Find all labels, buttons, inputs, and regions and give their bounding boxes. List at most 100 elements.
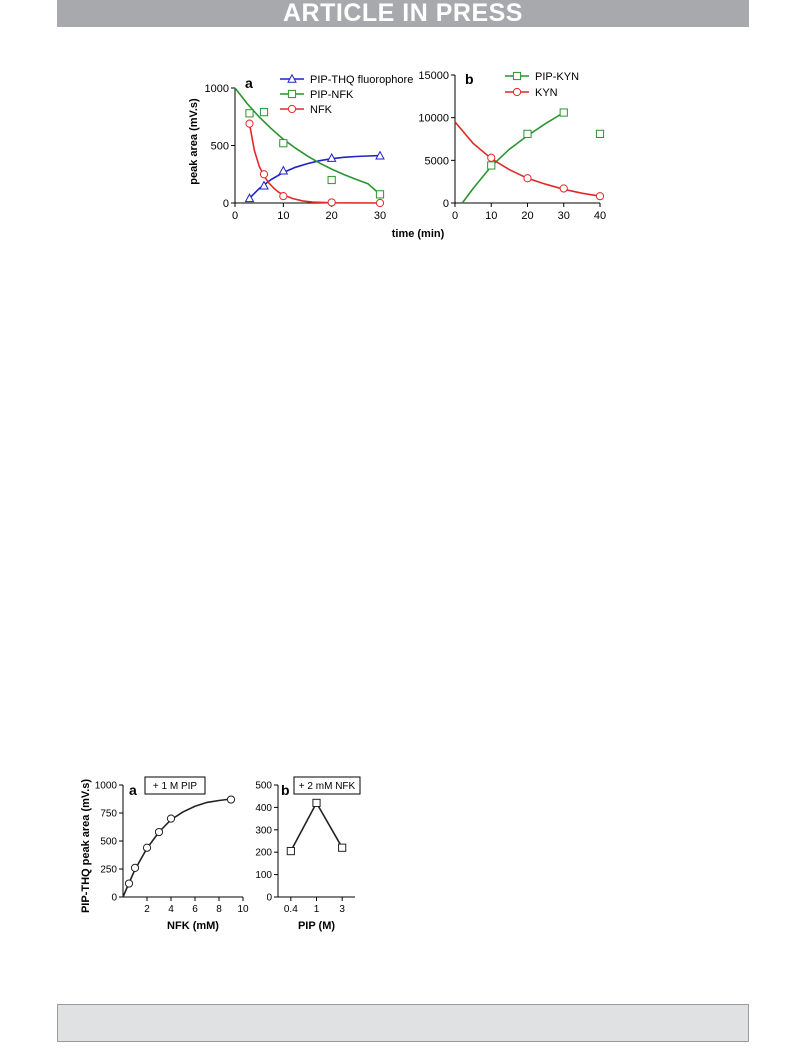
fig2b-line (290, 801, 343, 852)
figure-2-concentration: 0 250 500 750 1000 2 4 6 8 10 a + 1 M PIP NFK (mM) 0 1… (80, 776, 361, 932)
fig2a-y-tick-label: 500 (100, 837, 117, 848)
panel-b-x-tick-label: 30 (558, 210, 570, 222)
panel-a-y-tick-label: 500 (211, 141, 229, 153)
panel-a-series-1-point (279, 139, 288, 148)
fig2b-point (286, 846, 295, 856)
fig2a-point (154, 827, 164, 837)
fig1-x-axis-title: time (min) (392, 228, 445, 240)
fig2a-annotation: + 1 M PIP (153, 781, 198, 792)
panel-a-legend-label: PIP-THQ fluorophore (310, 74, 413, 86)
fig2a-point (142, 843, 152, 852)
panel-b-y-tick-label: 5000 (425, 155, 449, 167)
fig2b-annotation-box (293, 776, 361, 795)
article-in-press-banner: ARTICLE IN PRESS (57, 0, 749, 27)
fig2a-point (130, 863, 140, 872)
fig2b-point (338, 843, 347, 852)
panel-a-series-0-point (326, 152, 337, 162)
panel-a-label: a (245, 75, 253, 91)
panel-b-x-tick-label: 10 (485, 210, 497, 222)
panel-a-legend-marker (287, 104, 297, 114)
panel-a-series-1-point (375, 190, 385, 199)
fig2a-fit-line (122, 798, 232, 898)
panel-a-x-tick-label: 10 (277, 210, 289, 222)
fig2b-y-tick-label: 200 (255, 848, 272, 859)
fig2a-point (226, 795, 236, 804)
panel-b-legend-marker (512, 71, 522, 81)
panel-b-label: b (465, 71, 474, 87)
panel-b-series-1-point (523, 174, 532, 183)
panel-b-series-1-point (595, 192, 605, 201)
panel-b-series-1-point (559, 184, 568, 193)
fig2a-x-tick-label: 4 (168, 904, 174, 915)
fig2a-point (124, 879, 134, 888)
fig1-y-axis-title: peak area (mV.s) (188, 98, 200, 185)
fig2a-y-tick-label: 0 (111, 893, 117, 904)
panel-b-x-tick-label: 40 (594, 210, 606, 222)
panel-a-y-tick-label: 1000 (205, 83, 229, 95)
panel-a-y-tick-label: 0 (223, 198, 229, 210)
fig2b-y-tick-label: 400 (255, 803, 272, 814)
fig2b-panel-label: b (281, 782, 290, 798)
panel-a-series-0-point (278, 165, 289, 175)
panel-a-legend-label: NFK (310, 104, 333, 116)
panel-a-x-tick-label: 0 (232, 210, 238, 222)
panel-a-series-1-point (245, 109, 254, 118)
fig2a-x-tick-label: 8 (216, 904, 222, 915)
fig2b-x-axis-title: PIP (M) (298, 920, 335, 932)
panel-a-series-2-point (327, 198, 336, 207)
panel-a-series-1-line (234, 87, 381, 195)
panel-a-series-0-point (375, 150, 385, 160)
fig2-y-axis-title: PIP-THQ peak area (mV.s) (80, 779, 92, 913)
panel-a-series-0-point (259, 180, 269, 190)
panel-b-legend-label: PIP-KYN (535, 71, 579, 83)
panel-a-series-2-point (375, 198, 385, 208)
fig2a-y-tick-label: 1000 (95, 781, 118, 792)
fig2a-annotation-box (144, 776, 206, 795)
fig2b-x-tick-label: 1 (314, 904, 320, 915)
panel-a-series-2-point (259, 170, 269, 179)
fig2a-x-axis-title: NFK (mM) (167, 920, 219, 932)
panel-b-x-tick-label: 0 (452, 210, 458, 222)
fig2a-y-tick-label: 250 (100, 865, 117, 876)
panel-b-series-0-point (559, 108, 568, 117)
fig2b-y-tick-label: 300 (255, 825, 272, 836)
fig2b-point (312, 798, 321, 808)
panel-b-series-0-point (523, 129, 532, 138)
fig2a-x-tick-label: 10 (237, 904, 249, 915)
fig2a-x-tick-label: 6 (192, 904, 198, 915)
fig2b-y-tick-label: 100 (255, 870, 272, 881)
panel-a-legend-marker (287, 73, 297, 83)
panel-b-series-0-point (487, 161, 496, 170)
fig2b-y-tick-label: 500 (255, 781, 272, 792)
panel-b-y-tick-label: 15000 (418, 70, 449, 82)
fig2b-x-tick-label: 3 (339, 904, 345, 915)
fig2b-x-tick-label: 0.4 (284, 904, 298, 915)
footer-box (57, 1004, 749, 1042)
fig2b-y-tick-label: 0 (266, 893, 272, 904)
fig2a-point (166, 814, 176, 823)
panel-a-legend-label: PIP-NFK (310, 89, 354, 101)
panel-a-series-2-point (279, 192, 288, 201)
panel-a-legend-marker (287, 89, 297, 99)
fig2a-y-tick-label: 750 (100, 809, 117, 820)
panel-b-x-tick-label: 20 (521, 210, 533, 222)
panel-b-legend-marker (512, 87, 522, 97)
panel-a-series-0-point (244, 193, 255, 203)
fig2a-panel-label: a (129, 782, 137, 798)
panel-a-series-1-point (327, 175, 336, 185)
panel-a-series-2-point (245, 119, 254, 128)
panel-a-series-0-line (246, 154, 381, 202)
fig2a-x-tick-label: 2 (144, 904, 150, 915)
fig2b-annotation: + 2 mM NFK (299, 781, 356, 792)
panel-b-legend-label: KYN (535, 87, 558, 99)
panel-b-y-tick-label: 10000 (418, 113, 449, 125)
panel-a-series-2-line (248, 123, 381, 204)
panel-a-x-tick-label: 30 (374, 210, 386, 222)
panel-b-series-1-point (487, 153, 496, 162)
panel-a-series-1-point (259, 108, 269, 117)
panel-b-y-tick-label: 0 (443, 198, 449, 210)
panel-b-series-0-point (595, 129, 605, 138)
panel-a-x-tick-label: 20 (326, 210, 338, 222)
panel-b-series-0-line (461, 111, 565, 204)
